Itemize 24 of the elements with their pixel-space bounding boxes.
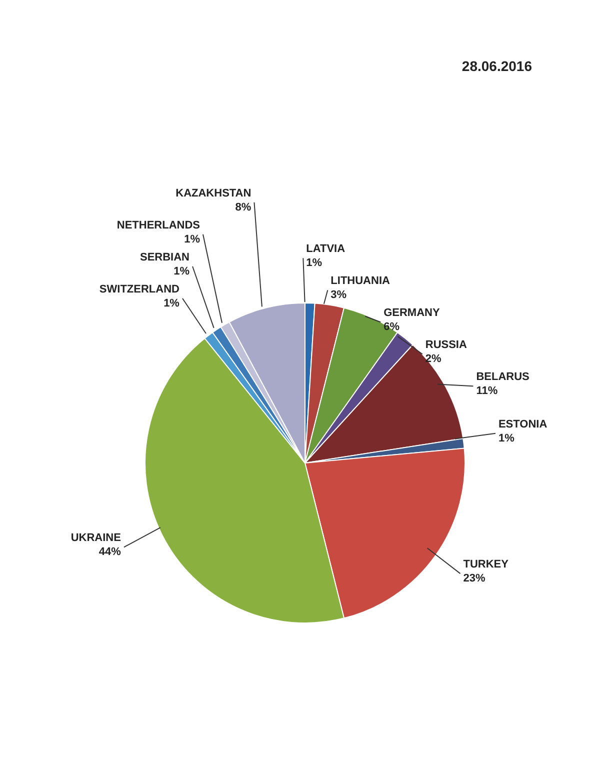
data-label: 1% bbox=[184, 233, 200, 246]
slice-label: GERMANY bbox=[384, 307, 440, 320]
slice-label: LITHUANIA bbox=[330, 275, 390, 288]
slice-label: BELARUS bbox=[476, 371, 530, 384]
slice-label: UKRAINE bbox=[70, 532, 121, 544]
data-label: 2% bbox=[425, 353, 442, 366]
data-label: 8% bbox=[235, 201, 252, 214]
slice-label: SWITZERLAND bbox=[99, 283, 180, 296]
text: 28.06.2016 bbox=[462, 58, 532, 74]
slice-label: ESTONIA bbox=[498, 418, 548, 430]
slice-label: SERBIAN bbox=[140, 251, 190, 264]
slice-label: LATVIA bbox=[306, 243, 346, 256]
data-label: 1% bbox=[306, 257, 322, 270]
data-label: 1% bbox=[174, 265, 190, 278]
slice-label: TURKEY bbox=[463, 558, 510, 571]
data-label: 3% bbox=[330, 289, 347, 302]
data-label: 1% bbox=[164, 297, 180, 310]
data-label: 11% bbox=[476, 385, 498, 398]
data-label: 1% bbox=[498, 432, 515, 444]
slice-label: RUSSIA bbox=[425, 339, 467, 352]
slice-label: NETHERLANDS bbox=[116, 219, 200, 232]
data-label: 23% bbox=[463, 572, 486, 585]
data-label: 44% bbox=[98, 546, 122, 558]
slice-label: KAZAKHSTAN bbox=[176, 187, 252, 200]
